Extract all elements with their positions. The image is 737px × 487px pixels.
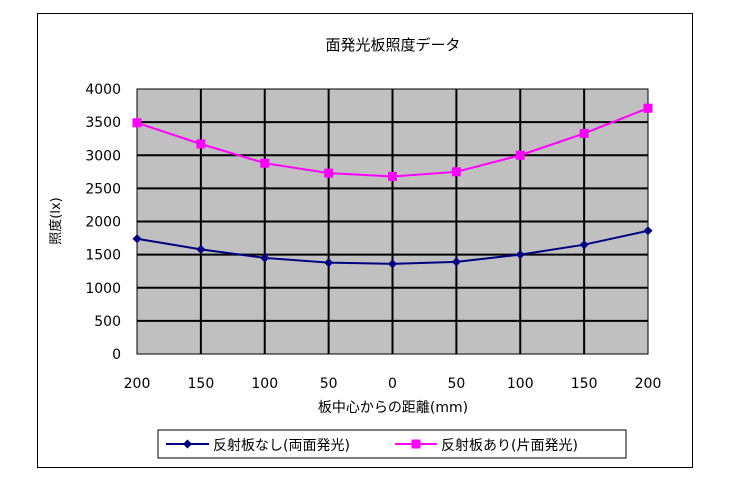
x-tick-label: 100 [507, 376, 534, 392]
legend-label-series-1: 反射板なし(両面発光) [213, 438, 350, 454]
data-point-series-1 [196, 244, 206, 254]
data-point-series-2 [324, 168, 334, 178]
x-tick-label: 200 [635, 376, 662, 392]
data-point-series-1 [132, 234, 142, 244]
data-point-series-2 [132, 118, 142, 128]
legend-box [157, 429, 627, 459]
data-point-series-1 [579, 240, 589, 250]
legend-marker-series-2 [411, 439, 421, 449]
legend-label-series-2: 反射板あり(片面発光) [441, 438, 578, 454]
legend: 反射板なし(両面発光) 反射板あり(片面発光) [157, 429, 627, 459]
data-point-series-1 [260, 253, 270, 263]
x-tick-label: 50 [447, 376, 465, 392]
data-point-series-2 [515, 150, 525, 160]
x-axis-label: 板中心からの距離(mm) [318, 399, 468, 416]
data-point-series-1 [388, 259, 397, 269]
data-point-series-1 [324, 258, 334, 268]
legend-marker-series-1 [183, 439, 192, 449]
y-tick-label: 2500 [85, 181, 121, 197]
y-tick-label: 0 [112, 347, 121, 363]
x-tick-label: 100 [251, 376, 278, 392]
chart-title: 面発光板照度データ [325, 36, 460, 54]
x-tick-label: 200 [124, 376, 151, 392]
series-group [132, 103, 653, 269]
y-tick-labels: 0 500 1000 1500 2000 2500 3000 3500 4000 [85, 82, 121, 363]
x-tick-label: 0 [388, 376, 397, 392]
data-point-series-2 [196, 139, 206, 149]
y-tick-label: 2000 [85, 215, 121, 231]
y-tick-label: 4000 [85, 82, 121, 98]
data-point-series-2 [260, 158, 270, 168]
x-tick-label: 150 [571, 376, 598, 392]
y-tick-label: 1000 [85, 281, 121, 297]
data-point-series-2 [579, 128, 589, 138]
y-tick-label: 500 [94, 314, 121, 330]
data-point-series-2 [643, 103, 653, 113]
y-tick-label: 1500 [85, 248, 121, 264]
y-tick-label: 3000 [85, 148, 121, 164]
y-tick-label: 3500 [85, 115, 121, 131]
data-point-series-2 [451, 167, 461, 177]
x-tick-label: 50 [320, 376, 338, 392]
y-axis-label: 照度(lx) [48, 197, 64, 244]
x-tick-label: 150 [188, 376, 215, 392]
data-point-series-2 [388, 171, 397, 181]
x-tick-labels: 200 150 100 50 0 50 100 150 200 [124, 376, 662, 392]
data-point-series-1 [515, 250, 525, 260]
data-point-series-1 [451, 257, 461, 267]
data-point-series-1 [643, 226, 653, 236]
